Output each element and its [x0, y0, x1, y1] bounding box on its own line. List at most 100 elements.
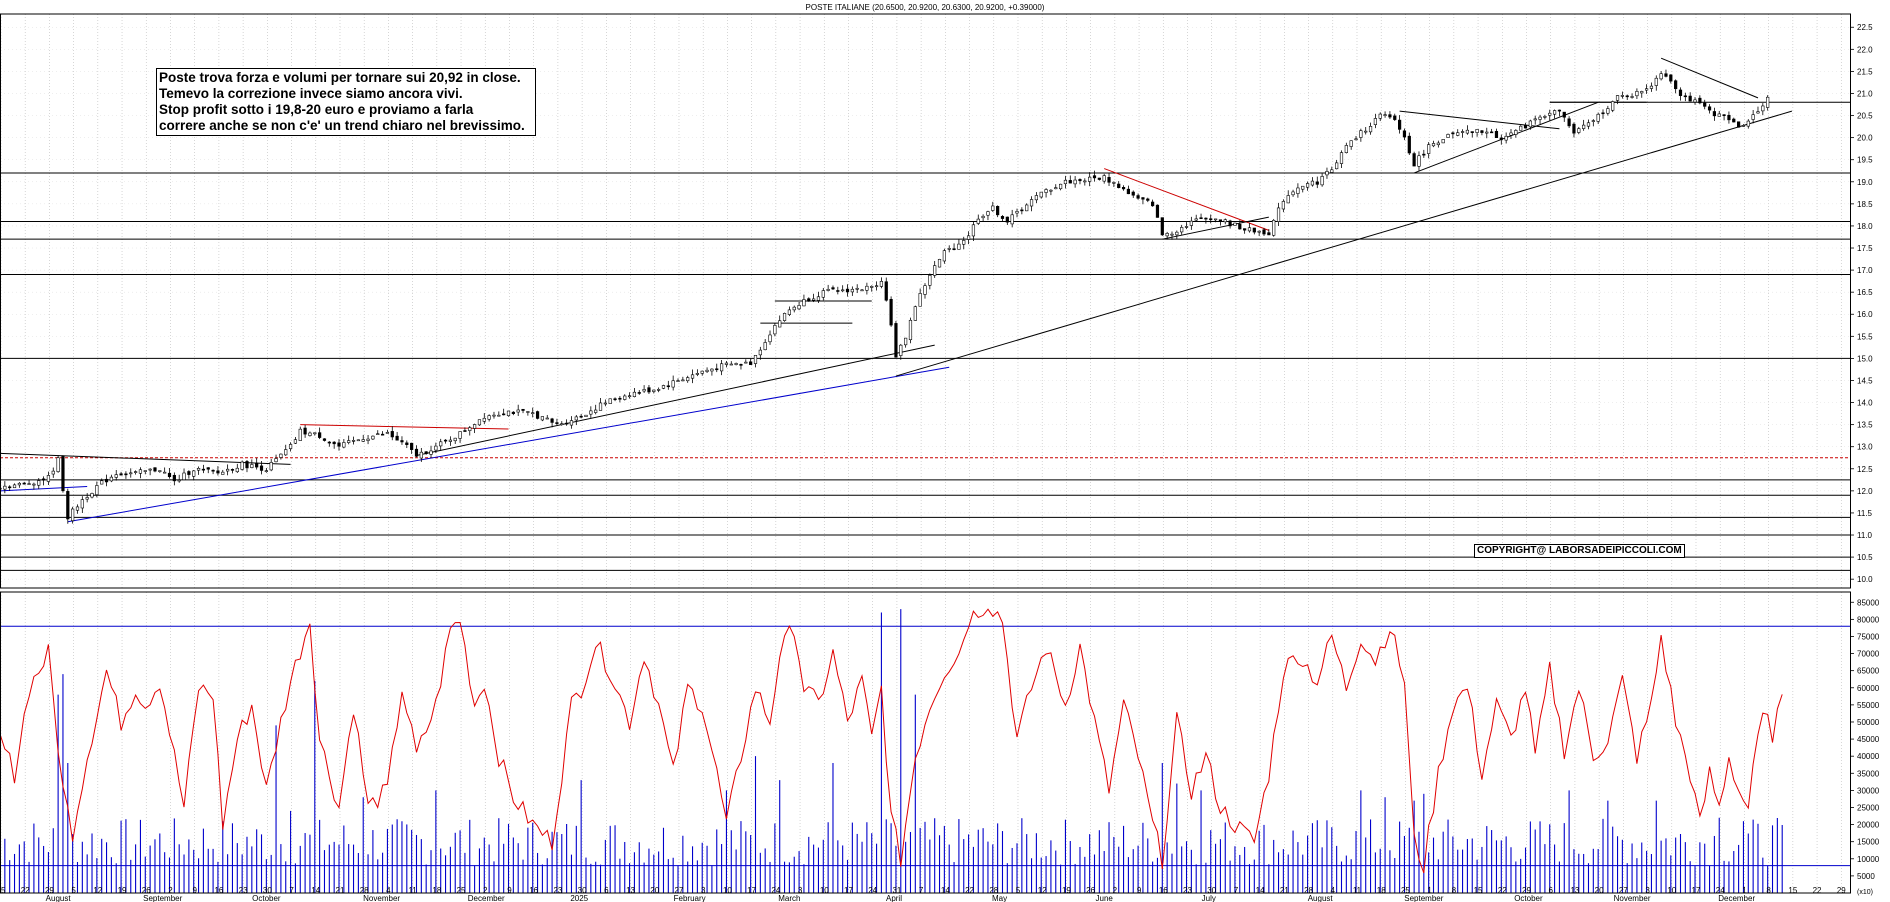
candle-body: [942, 250, 946, 262]
candle-body: [1209, 218, 1213, 221]
candle-body: [1635, 91, 1639, 97]
candle-body: [206, 467, 210, 470]
candle-body: [259, 465, 264, 471]
candle-body: [104, 478, 109, 483]
volume-tick-label: 55000: [1857, 701, 1880, 710]
candle-body: [976, 218, 980, 224]
candle-body: [153, 467, 157, 472]
y-tick-label: 18.5: [1857, 200, 1873, 209]
y-tick-label: 10.5: [1857, 553, 1873, 562]
volume-tick-label: 20000: [1857, 821, 1880, 830]
candle-body: [584, 414, 588, 417]
trend-line: [67, 366, 950, 523]
candle-body: [1722, 114, 1726, 116]
candle-body: [1417, 155, 1421, 167]
trend-line: [895, 110, 1793, 377]
candle-body: [1184, 226, 1189, 228]
x-tick-label: 10: [1667, 886, 1676, 895]
y-tick-label: 16.0: [1857, 310, 1873, 319]
candle-body: [1698, 97, 1702, 104]
candle-body: [540, 416, 545, 421]
candle-body: [1465, 129, 1470, 134]
candle-body: [637, 392, 641, 394]
candle-body: [380, 433, 385, 436]
candle-body: [749, 361, 753, 365]
candle-body: [778, 320, 782, 328]
x-tick-label: 4: [1331, 886, 1336, 895]
candle-body: [332, 441, 336, 445]
y-tick-label: 14.0: [1857, 399, 1873, 408]
candle-body: [114, 474, 118, 478]
x-tick-label: 5: [1016, 886, 1021, 895]
candle-body: [1335, 162, 1339, 170]
candle-body: [1523, 124, 1528, 129]
candle-body: [167, 472, 172, 478]
x-tick-label: 18: [432, 886, 441, 895]
candle-body: [95, 485, 99, 496]
candle-body: [531, 412, 535, 415]
candle-body: [971, 224, 976, 237]
candle-body: [66, 491, 70, 520]
candle-body: [1204, 217, 1208, 220]
candle-body: [879, 281, 884, 287]
candle-body: [1475, 129, 1479, 133]
candle-body: [1441, 139, 1445, 144]
candle-body: [61, 456, 65, 492]
candle-body: [100, 480, 104, 485]
candle-body: [1344, 145, 1348, 153]
candle-body: [937, 259, 942, 268]
candle-body: [434, 445, 438, 451]
candle-body: [899, 344, 903, 356]
candle-body: [1112, 182, 1116, 184]
candle-body: [1649, 85, 1654, 89]
volume-tick-label: 50000: [1857, 718, 1880, 727]
x-tick-label: 12: [1038, 886, 1047, 895]
candle-body: [361, 439, 365, 442]
candle-body: [1039, 191, 1043, 198]
candle-body: [569, 420, 574, 426]
candle-body: [1688, 95, 1692, 102]
candle-body: [1732, 118, 1736, 123]
x-tick-label: 27: [675, 886, 684, 895]
candle-body: [1402, 130, 1407, 138]
candle-body: [1301, 185, 1305, 190]
candle-body: [565, 422, 569, 425]
x-tick-label: 7: [1234, 886, 1239, 895]
volume-tick-label: 40000: [1857, 752, 1880, 761]
candle-body: [821, 290, 825, 298]
x-tick-label: 22: [21, 886, 30, 895]
candle-body: [351, 440, 356, 442]
x-tick-label: 20: [1595, 886, 1604, 895]
x-month-label: September: [143, 894, 182, 902]
x-tick-label: 20: [650, 886, 659, 895]
candle-body: [598, 402, 603, 411]
x-month-label: February: [674, 894, 706, 902]
candle-body: [3, 485, 7, 490]
candle-body: [395, 435, 399, 441]
candle-body: [594, 409, 598, 413]
candle-body: [240, 461, 244, 470]
candle-body: [734, 363, 738, 365]
y-tick-label: 13.5: [1857, 421, 1873, 430]
candle-body: [797, 305, 801, 310]
candle-body: [1712, 111, 1716, 117]
horizontal-levels: [0, 101, 1850, 867]
candle-body: [1359, 130, 1363, 138]
x-tick-label: 30: [1207, 886, 1216, 895]
candle-body: [1490, 131, 1494, 134]
candle-body: [729, 363, 733, 366]
candle-body: [201, 468, 206, 471]
x-month-label: May: [992, 894, 1007, 902]
candle-body: [889, 298, 893, 326]
x-tick-label: 11: [1353, 886, 1362, 895]
candle-body: [1494, 130, 1499, 139]
candle-body: [1310, 180, 1315, 186]
x-tick-label: 26: [142, 886, 151, 895]
x-tick-label: 30: [578, 886, 587, 895]
candle-body: [1170, 233, 1174, 236]
chart-title: POSTE ITALIANE (20.6500, 20.9200, 20.630…: [805, 3, 1045, 12]
y-tick-label: 14.5: [1857, 376, 1873, 385]
x-month-label: August: [1308, 894, 1334, 902]
candle-body: [1756, 111, 1760, 114]
